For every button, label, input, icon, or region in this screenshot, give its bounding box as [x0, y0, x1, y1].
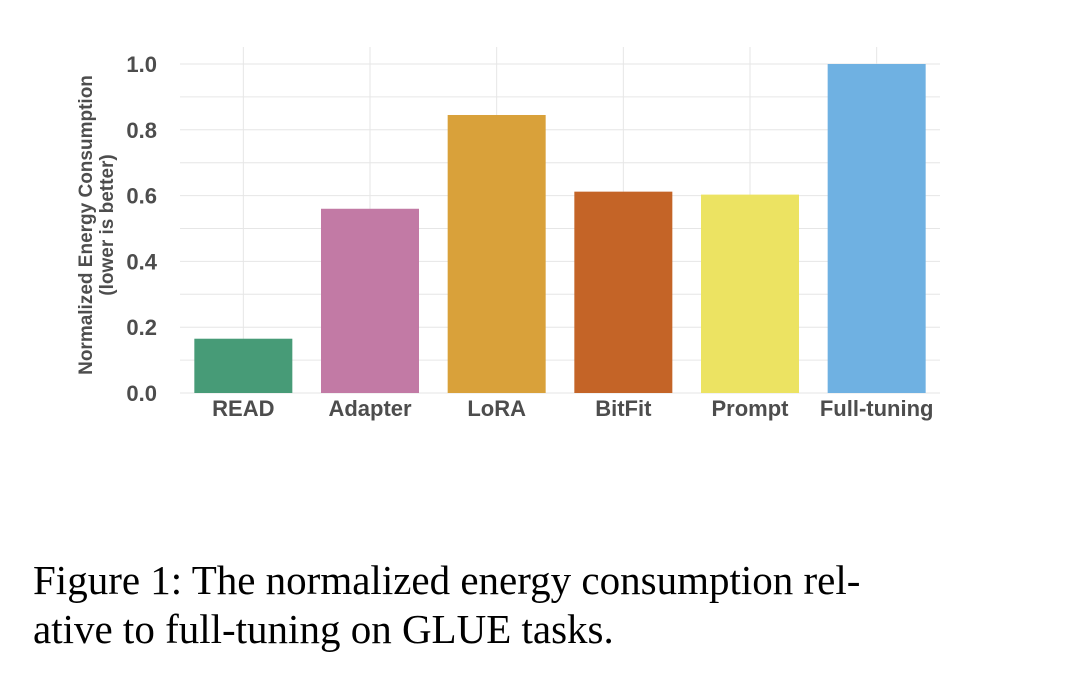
bar-full-tuning [827, 64, 926, 393]
y-tick-label: 0.6 [126, 184, 157, 209]
x-category-label: Prompt [712, 396, 790, 421]
y-axis-title-line-1: Normalized Energy Consumption [76, 75, 97, 375]
y-axis-title-line-2: (lower is better) [97, 154, 118, 295]
bar-adapter [321, 208, 419, 393]
figure-caption: Figure 1: The normalized energy consumpt… [33, 556, 1053, 654]
bars [194, 64, 926, 394]
bar-read [194, 338, 293, 393]
caption-line-1: Figure 1: The normalized energy consumpt… [33, 557, 861, 603]
y-tick-labels: 0.0 0.2 0.4 0.6 0.8 1.0 [126, 52, 157, 406]
bar-prompt [701, 194, 799, 393]
x-category-label: LoRA [467, 396, 526, 421]
x-category-label: Full-tuning [820, 396, 934, 421]
y-tick-label: 0.0 [126, 381, 157, 406]
y-tick-label: 0.8 [126, 118, 157, 143]
bar-lora [447, 114, 546, 394]
grid [180, 47, 940, 394]
bar-bitfit [574, 191, 673, 393]
y-tick-label: 0.2 [126, 315, 157, 340]
caption-line-2: ative to full-tuning on GLUE tasks. [33, 606, 614, 652]
x-category-label: READ [212, 396, 274, 421]
x-category-label: BitFit [595, 396, 652, 421]
x-category-labels: READ Adapter LoRA BitFit Prompt Full-tuning [212, 396, 933, 421]
bar-chart: 0.0 0.2 0.4 0.6 0.8 1.0 READ Adapter LoRA BitFit… [76, 47, 940, 421]
y-tick-label: 1.0 [126, 52, 157, 77]
x-category-label: Adapter [328, 396, 412, 421]
y-tick-label: 0.4 [126, 249, 157, 274]
